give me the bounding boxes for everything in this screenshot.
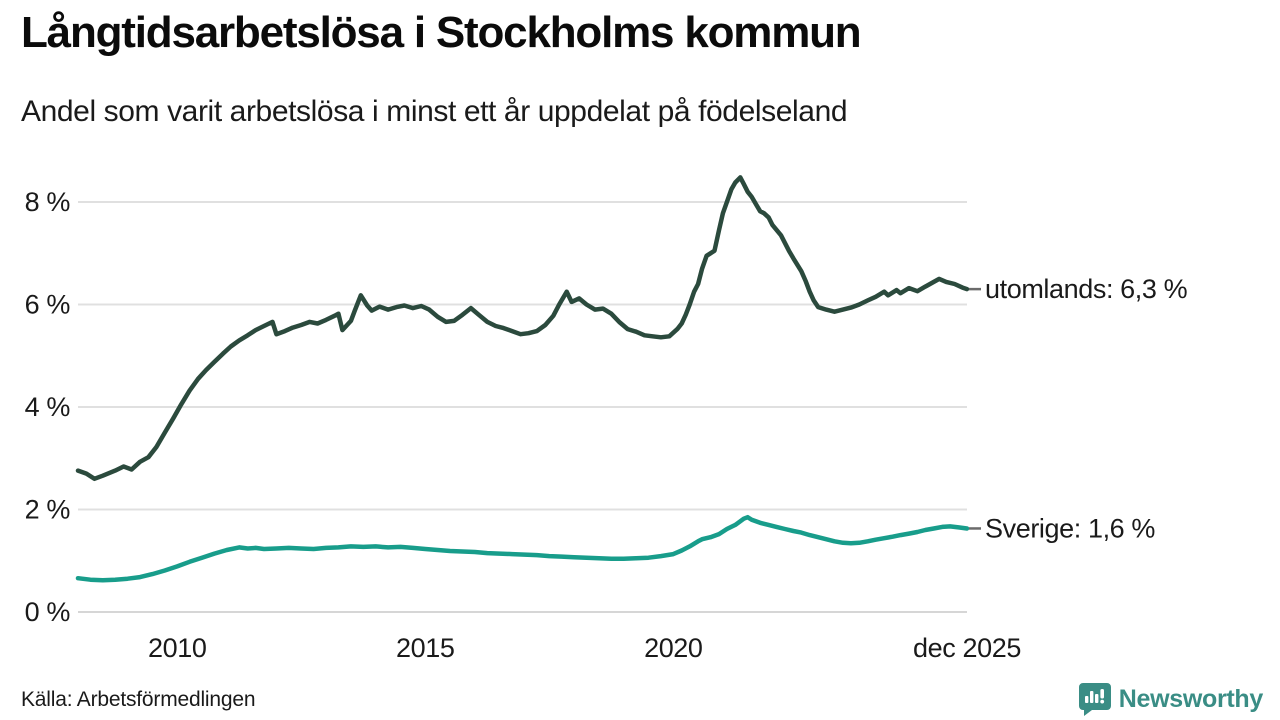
source-note: Källa: Arbetsförmedlingen <box>21 688 256 711</box>
x-tick-label-2020: 2020 <box>644 633 702 663</box>
y-tick-label-2: 2 % <box>25 495 71 525</box>
newsworthy-logo: Newsworthy <box>1078 682 1263 716</box>
series-end-label-Sverige: Sverige: 1,6 % <box>985 513 1155 543</box>
y-tick-label-8: 8 % <box>25 187 71 217</box>
x-tick-label-dec-2025: dec 2025 <box>913 633 1021 663</box>
newsworthy-wordmark: Newsworthy <box>1118 684 1264 713</box>
series-end-label-utomlands: utomlands: 6,3 % <box>985 274 1188 304</box>
page-title: Långtidsarbetslösa i Stockholms kommun <box>21 8 862 57</box>
page-subtitle: Andel som varit arbetslösa i minst ett å… <box>21 95 848 128</box>
series-line-utomlands <box>75 175 970 482</box>
x-tick-label-2015: 2015 <box>396 633 454 663</box>
x-tick-label-2010: 2010 <box>148 633 206 663</box>
y-tick-label-0: 0 % <box>25 597 71 627</box>
series-line-Sverige <box>75 514 970 583</box>
y-tick-label-4: 4 % <box>25 392 71 422</box>
newsworthy-icon <box>1078 682 1112 716</box>
y-tick-label-6: 6 % <box>25 290 71 320</box>
